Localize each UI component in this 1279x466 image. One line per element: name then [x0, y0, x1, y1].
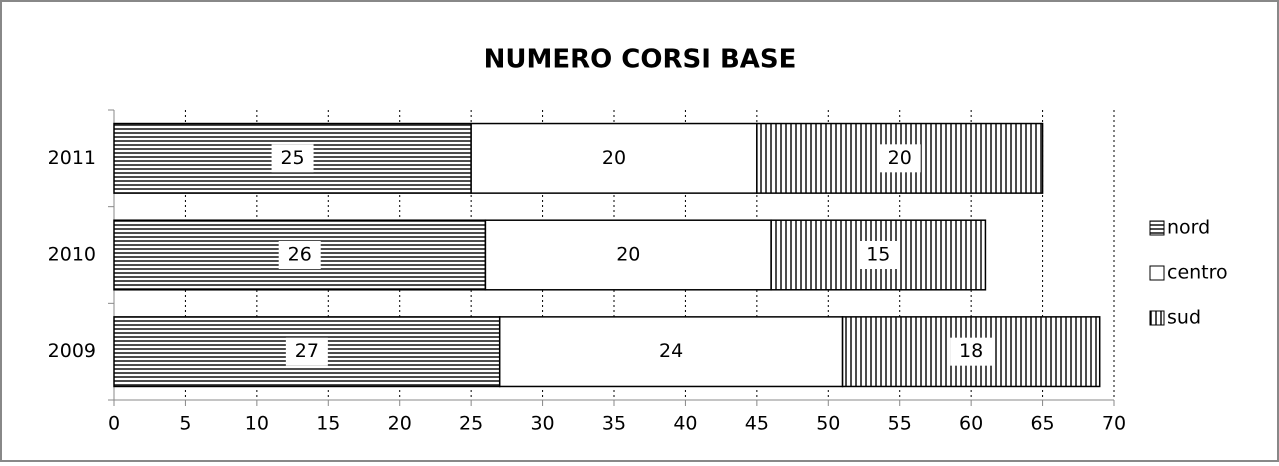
data-label: 20 [616, 244, 640, 266]
data-label-box [950, 337, 993, 366]
x-tick-label: 60 [959, 413, 983, 435]
legend-label: centro [1167, 262, 1228, 284]
legend-swatch [1149, 220, 1165, 236]
x-tick-label: 0 [108, 413, 120, 435]
data-label: 24 [659, 340, 683, 362]
data-label: 20 [602, 147, 626, 169]
x-tick-label: 10 [245, 413, 269, 435]
data-label: 26 [288, 244, 312, 266]
x-tick-label: 15 [316, 413, 340, 435]
x-tick-label: 55 [888, 413, 912, 435]
legend-label: nord [1167, 217, 1210, 239]
x-tick-label: 70 [1102, 413, 1126, 435]
x-tick-label: 45 [745, 413, 769, 435]
data-label: 15 [866, 244, 890, 266]
data-label: 27 [295, 340, 319, 362]
y-tick-label: 2010 [48, 244, 96, 266]
x-tick-label: 65 [1030, 413, 1054, 435]
legend-swatch [1149, 310, 1165, 326]
legend-swatch [1149, 265, 1165, 281]
data-label: 18 [959, 340, 983, 362]
data-label-box [285, 337, 328, 366]
data-label-box [878, 144, 921, 173]
x-tick-label: 30 [530, 413, 554, 435]
data-label-box [650, 337, 693, 366]
data-label-box [857, 241, 900, 269]
data-label-box [278, 241, 321, 269]
x-tick-label: 20 [388, 413, 412, 435]
x-tick-label: 35 [602, 413, 626, 435]
x-tick-label: 25 [459, 413, 483, 435]
y-tick-label: 2011 [48, 147, 96, 169]
y-tick-label: 2009 [48, 340, 96, 362]
legend-label: sud [1167, 307, 1201, 329]
chart-title: NUMERO CORSI BASE [484, 45, 797, 75]
data-label-box [271, 144, 314, 173]
data-label: 25 [280, 147, 304, 169]
x-tick-label: 50 [816, 413, 840, 435]
data-label-box [607, 241, 650, 269]
data-label-box [593, 144, 635, 173]
x-tick-label: 40 [673, 413, 697, 435]
x-tick-label: 5 [179, 413, 191, 435]
data-label: 20 [888, 147, 912, 169]
